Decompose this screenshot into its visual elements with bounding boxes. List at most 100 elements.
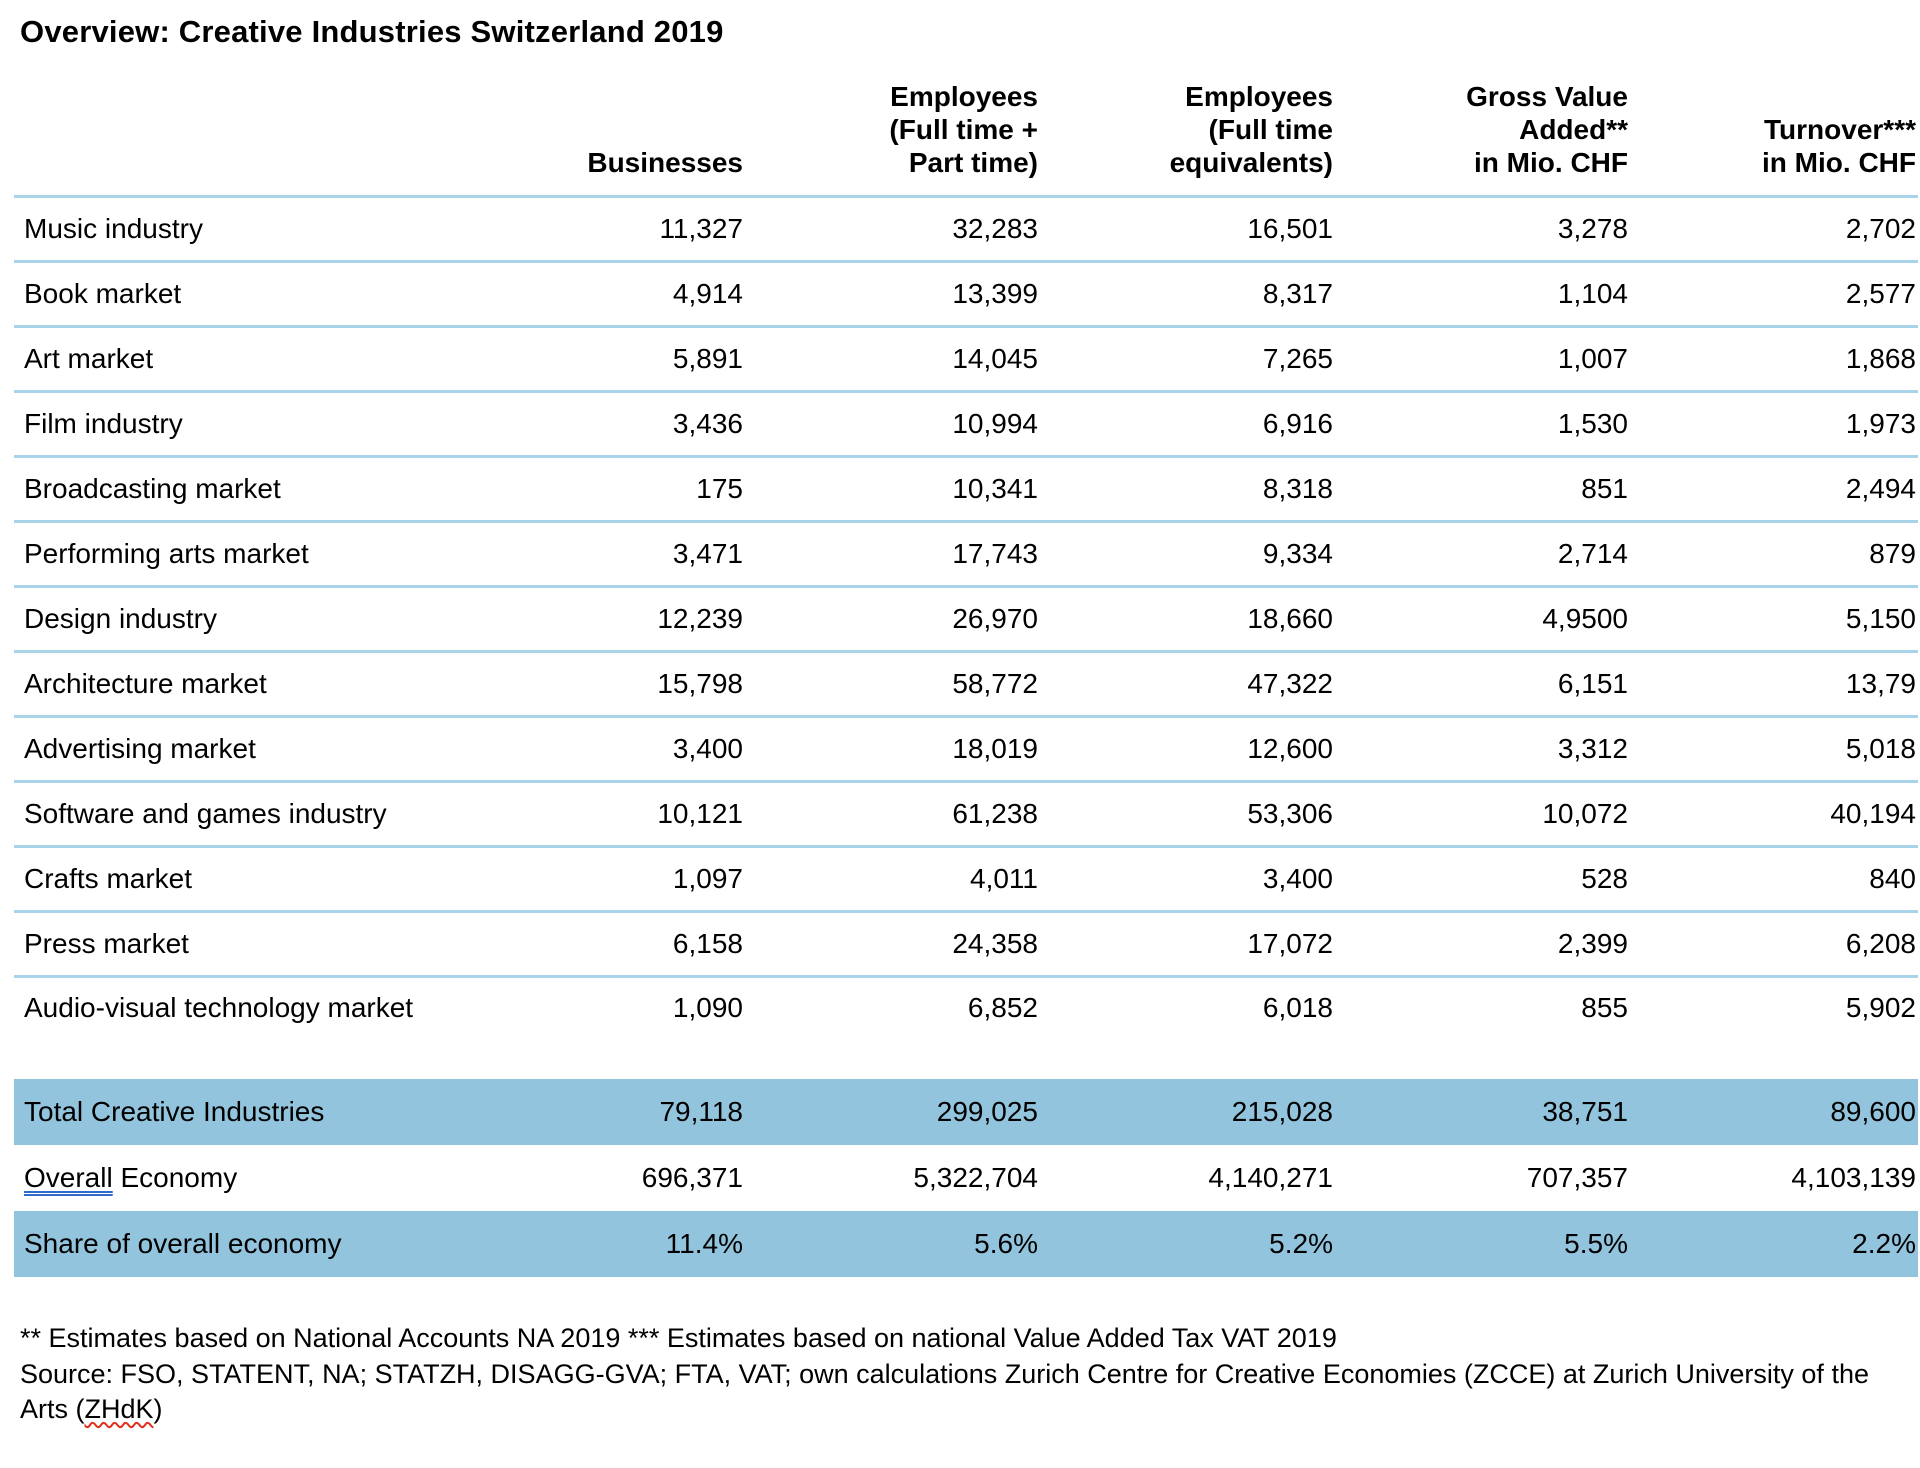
cell-gva: 1,007	[1335, 326, 1630, 394]
cell-employees-total: 10,341	[745, 456, 1040, 524]
cell-employees-fte: 6,018	[1262, 992, 1333, 1024]
cell-employees-total: 10,994	[745, 391, 1040, 459]
row-label: Performing arts market	[14, 521, 574, 589]
table-row-overall-economy: Overall Economy 696,371 5,322,704 4,140,…	[14, 1145, 1918, 1211]
cell-turnover: 840	[1630, 846, 1918, 914]
table-row-music-industry: Music industry 11,327 32,283 16,501 3,27…	[14, 196, 1918, 264]
grammar-underlined-word: Overall	[24, 1161, 113, 1193]
cell-businesses: 15,798	[574, 651, 745, 719]
cell-businesses: 3,436	[574, 391, 745, 459]
cell-businesses: 3,400	[574, 716, 745, 784]
cell-businesses: 175	[574, 456, 745, 524]
column-header-gross-value-added: Gross Value Added** in Mio. CHF	[1335, 58, 1630, 199]
table-row-press-market: Press market 6,158 24,358 17,072 2,399 6…	[14, 911, 1918, 979]
cell-gva: 528	[1335, 846, 1630, 914]
cell-gva: 707,357	[1526, 1161, 1628, 1193]
cell-employees-fte: 53,306	[1040, 781, 1335, 849]
table-row-film-industry: Film industry 3,436 10,994 6,916 1,530 1…	[14, 391, 1918, 459]
cell-businesses: 1,090	[672, 992, 743, 1024]
cell-employees-fte: 8,318	[1040, 456, 1335, 524]
cell-employees-total: 14,045	[745, 326, 1040, 394]
cell-turnover: 5,902	[1845, 992, 1916, 1024]
cell-turnover: 89,600	[1630, 1078, 1918, 1145]
cell-turnover: 4,103,139	[1791, 1161, 1916, 1193]
cell-employees-fte: 5.2%	[1040, 1210, 1335, 1277]
row-label: Software and games industry	[14, 781, 574, 849]
cell-gva: 4,9500	[1335, 586, 1630, 654]
table-row-audio-visual-technology-market: Audio-visual technology market 1,090 6,8…	[14, 977, 1918, 1079]
row-label: Book market	[14, 261, 574, 329]
column-header-turnover: Turnover*** in Mio. CHF	[1630, 58, 1918, 199]
cell-gva: 3,278	[1335, 196, 1630, 264]
cell-gva: 855	[1581, 992, 1628, 1024]
cell-gva: 1,530	[1335, 391, 1630, 459]
cell-employees-total: 5,322,704	[913, 1161, 1038, 1193]
cell-employees-total: 13,399	[745, 261, 1040, 329]
cell-turnover: 5,018	[1630, 716, 1918, 784]
cell-employees-total: 24,358	[745, 911, 1040, 979]
cell-turnover: 5,150	[1630, 586, 1918, 654]
cell-employees-fte: 3,400	[1040, 846, 1335, 914]
cell-employees-fte: 18,660	[1040, 586, 1335, 654]
cell-employees-fte: 47,322	[1040, 651, 1335, 719]
cell-gva: 6,151	[1335, 651, 1630, 719]
cell-employees-total: 5.6%	[745, 1210, 1040, 1277]
cell-gva: 851	[1335, 456, 1630, 524]
cell-gva: 1,104	[1335, 261, 1630, 329]
cell-turnover: 2.2%	[1630, 1210, 1918, 1277]
cell-employees-fte: 8,317	[1040, 261, 1335, 329]
row-label: Overall Economy	[14, 1145, 574, 1211]
cell-gva: 38,751	[1335, 1078, 1630, 1145]
row-label: Music industry	[14, 196, 574, 264]
cell-gva: 2,714	[1335, 521, 1630, 589]
table-row-design-industry: Design industry 12,239 26,970 18,660 4,9…	[14, 586, 1918, 654]
table-row-architecture-market: Architecture market 15,798 58,772 47,322…	[14, 651, 1918, 719]
cell-turnover: 879	[1630, 521, 1918, 589]
table-row-crafts-market: Crafts market 1,097 4,011 3,400 528 840	[14, 846, 1918, 914]
cell-employees-fte: 6,916	[1040, 391, 1335, 459]
cell-gva: 3,312	[1335, 716, 1630, 784]
cell-employees-total: 17,743	[745, 521, 1040, 589]
cell-employees-total: 4,011	[745, 846, 1040, 914]
footnote-estimates: ** Estimates based on National Accounts …	[20, 1322, 1337, 1353]
cell-businesses: 11.4%	[574, 1210, 745, 1277]
creative-industries-table: Businesses Employees (Full time + Part t…	[14, 58, 1918, 1277]
column-header-employees-fte: Employees (Full time equivalents)	[1040, 58, 1335, 199]
cell-businesses: 79,118	[574, 1078, 745, 1145]
cell-turnover: 1,973	[1630, 391, 1918, 459]
table-row-book-market: Book market 4,914 13,399 8,317 1,104 2,5…	[14, 261, 1918, 329]
row-label: Share of overall economy	[14, 1210, 574, 1277]
row-label: Architecture market	[14, 651, 574, 719]
page-title: Overview: Creative Industries Switzerlan…	[20, 14, 724, 49]
cell-businesses: 4,914	[574, 261, 745, 329]
cell-employees-fte: 215,028	[1040, 1078, 1335, 1145]
cell-employees-fte: 9,334	[1040, 521, 1335, 589]
row-label: Press market	[14, 911, 574, 979]
row-label: Crafts market	[14, 846, 574, 914]
row-label: Broadcasting market	[14, 456, 574, 524]
cell-gva: 5.5%	[1335, 1210, 1630, 1277]
cell-employees-fte: 7,265	[1040, 326, 1335, 394]
cell-turnover: 2,577	[1630, 261, 1918, 329]
cell-employees-total: 58,772	[745, 651, 1040, 719]
cell-employees-total: 26,970	[745, 586, 1040, 654]
cell-employees-fte: 17,072	[1040, 911, 1335, 979]
cell-businesses: 12,239	[574, 586, 745, 654]
cell-businesses: 6,158	[574, 911, 745, 979]
table-row-advertising-market: Advertising market 3,400 18,019 12,600 3…	[14, 716, 1918, 784]
cell-businesses: 3,471	[574, 521, 745, 589]
table-row-broadcasting-market: Broadcasting market 175 10,341 8,318 851…	[14, 456, 1918, 524]
table-row-art-market: Art market 5,891 14,045 7,265 1,007 1,86…	[14, 326, 1918, 394]
footnote-source-text: Source: FSO, STATENT, NA; STATZH, DISAGG…	[20, 1358, 1875, 1425]
row-label: Design industry	[14, 586, 574, 654]
footnotes: ** Estimates based on National Accounts …	[20, 1321, 1900, 1429]
cell-businesses: 696,371	[641, 1161, 743, 1193]
cell-employees-fte: 12,600	[1040, 716, 1335, 784]
table-row-software-and-games-industry: Software and games industry 10,121 61,23…	[14, 781, 1918, 849]
cell-gva: 2,399	[1335, 911, 1630, 979]
row-label-rest: Economy	[112, 1161, 238, 1193]
cell-turnover: 6,208	[1630, 911, 1918, 979]
cell-turnover: 13,79	[1630, 651, 1918, 719]
cell-employees-fte: 4,140,271	[1208, 1161, 1333, 1193]
